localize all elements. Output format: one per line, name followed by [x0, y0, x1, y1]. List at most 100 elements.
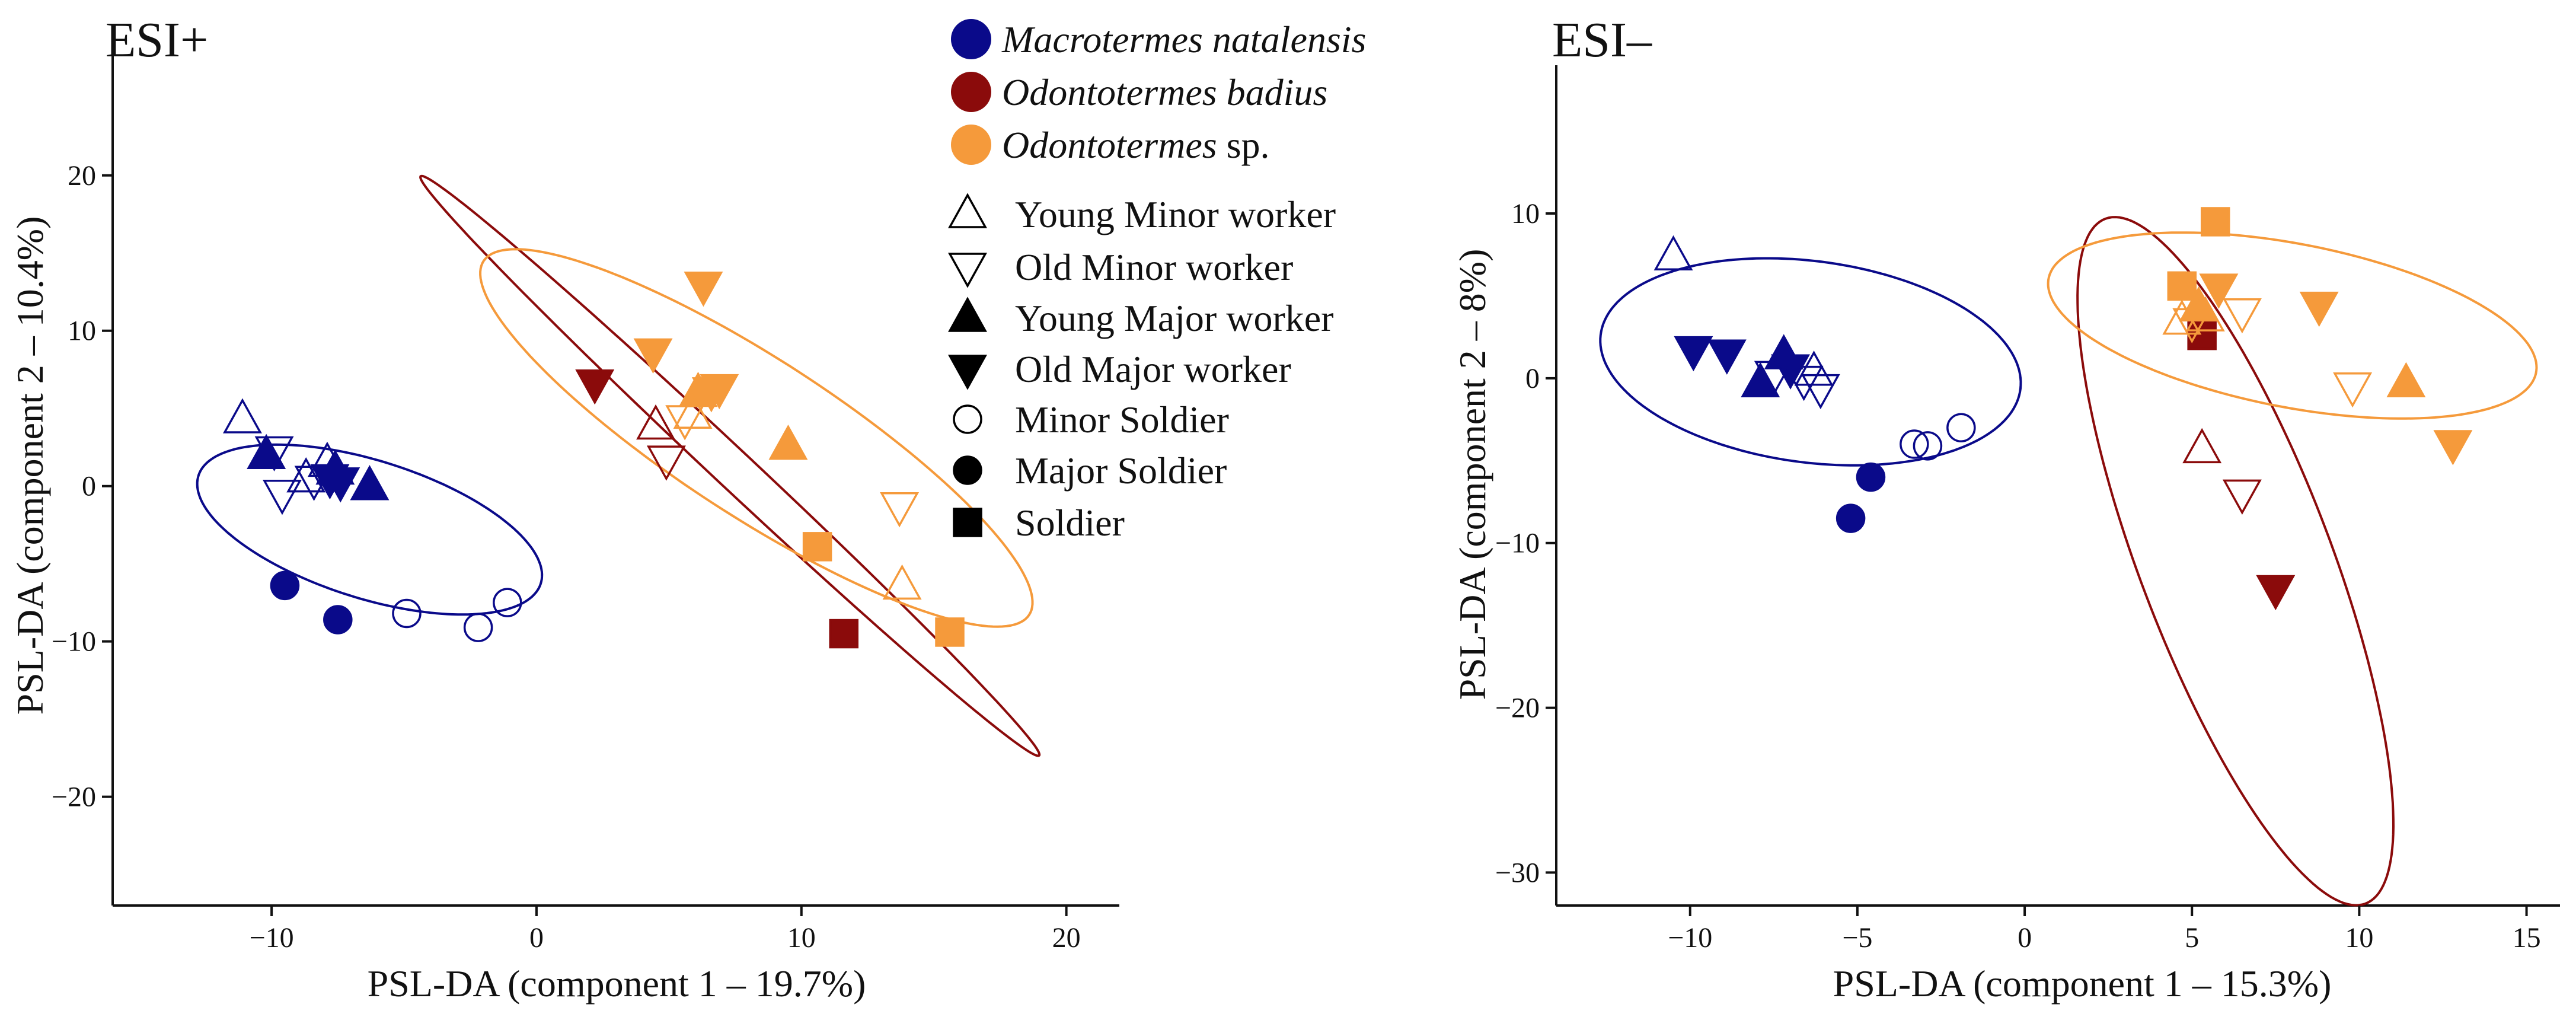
legend-caste-2: Young Major worker: [948, 297, 1333, 339]
legend-caste-3: Old Major worker: [948, 348, 1291, 390]
esi-plus-point-mn-minor-soldier: [493, 588, 522, 617]
esi-minus-point-mn-minor-soldier: [1900, 429, 1929, 459]
esi-minus-y-axis-label: PSL-DA (component 2 – 8%): [1451, 249, 1493, 700]
esi-minus-ellipse-osp: [2047, 231, 2538, 420]
esi-plus-y-tick-label: 0: [82, 471, 96, 502]
legend-marker-young-major: [948, 297, 987, 332]
esi-plus-point-ob-old-major: [575, 369, 615, 405]
esi-minus-point-osp-young-minor: [2185, 296, 2225, 331]
esi-plus-point-mn-old-minor: [263, 480, 302, 515]
esi-plus-ellipse-mn: [196, 443, 544, 616]
esi-minus-ticks: −10 −5 0 5 10 15 −30 −20 −10 0 10: [1495, 198, 2541, 954]
legend-caste-3-marker: [948, 355, 987, 390]
esi-minus-point-mn-minor-soldier: [1946, 413, 1976, 443]
esi-minus-point-osp-young-major: [2386, 362, 2426, 397]
legend-caste-6-label: Soldier: [1015, 502, 1125, 544]
legend-caste-1-label: Old Minor worker: [1015, 246, 1293, 288]
legend-marker-major-soldier: [953, 455, 982, 485]
esi-minus-ellipse-mn: [1599, 257, 2022, 467]
esi-plus-point-mn-young-major: [350, 465, 390, 500]
legend-caste-5-marker: [953, 455, 982, 485]
esi-minus-point-mn-old-major: [1674, 336, 1713, 372]
legend-species-2-label: Odontotermes: [1002, 124, 1217, 166]
legend-caste-1: Old Minor worker: [948, 246, 1293, 288]
esi-minus-point-osp-old-minor: [2333, 372, 2373, 408]
esi-plus-x-axis-label: PSL-DA (component 1 – 19.7%): [368, 962, 866, 1005]
esi-minus-points: [1654, 207, 2473, 611]
legend-species-2-suffix: sp.: [1217, 124, 1270, 166]
legend-species-0: Macrotermes natalensis: [951, 18, 1366, 60]
esi-minus-point-ob-soldier: [2187, 320, 2217, 350]
legend-caste-5-label: Major Soldier: [1015, 449, 1227, 492]
legend-species-2-marker: [951, 125, 991, 165]
esi-plus-ellipses: [196, 174, 1041, 757]
esi-plus-point-osp-old-major: [700, 374, 739, 410]
legend-caste-6: Soldier: [953, 502, 1125, 544]
esi-minus-panel: ESI– −10 −5 0 5 10 15 −30 −20 −10 0 10 PSL-DA (com…: [1451, 12, 2560, 1005]
esi-plus-point-osp-old-minor: [665, 405, 705, 441]
esi-minus-point-ob-young-minor: [2182, 428, 2222, 464]
esi-plus-point-osp-old-major: [633, 338, 673, 374]
esi-plus-y-tick-label: 20: [68, 160, 96, 192]
legend-marker-young-minor: [948, 193, 987, 228]
legend-species-0-marker: [951, 19, 991, 59]
esi-plus-point-ob-old-minor: [646, 445, 686, 481]
esi-minus-point-ob-old-major: [2256, 575, 2296, 611]
esi-plus-point-mn-minor-soldier: [463, 613, 493, 642]
esi-minus-point-osp-young-major: [2179, 286, 2219, 322]
legend-species-2: Odontotermes sp.: [951, 124, 1270, 166]
esi-plus-point-ob-young-minor: [636, 404, 676, 440]
esi-minus-title: ESI–: [1552, 12, 1652, 68]
esi-plus-point-mn-major-soldier: [323, 605, 353, 635]
svg-text:Macrotermes natalensis: Macrotermes natalensis: [1001, 18, 1366, 60]
legend-caste-2-marker: [948, 297, 987, 332]
svg-text:Odontotermes badius: Odontotermes badius: [1002, 71, 1327, 113]
legend-caste-1-marker: [948, 253, 987, 288]
legend-species-1-label: Odontotermes badius: [1002, 71, 1327, 113]
esi-plus-panel: ESI+ −10 0 10 20 −20 −10 0 10 20 PSL-DA (compone…: [9, 12, 1119, 1005]
esi-plus-point-osp-old-major: [684, 272, 723, 307]
esi-plus-point-osp-young-minor: [882, 564, 922, 600]
legend-caste-4-marker: [953, 404, 982, 434]
esi-minus-x-tick-label: −5: [1842, 922, 1872, 954]
esi-plus-point-osp-old-minor: [880, 492, 920, 528]
esi-minus-point-osp-old-major: [2433, 430, 2473, 466]
esi-minus-point-mn-old-major: [1707, 339, 1747, 375]
legend-species-1: Odontotermes badius: [951, 71, 1327, 113]
esi-plus-point-osp-soldier: [802, 532, 832, 562]
esi-plus-y-tick-label: −10: [52, 626, 96, 658]
esi-minus-point-mn-old-minor: [1801, 374, 1840, 410]
esi-plus-x-tick-label: 0: [529, 922, 544, 954]
legend-caste-0-label: Young Minor worker: [1015, 193, 1336, 235]
esi-minus-point-osp-old-major: [2299, 291, 2339, 327]
esi-plus-x-tick-label: 10: [787, 922, 816, 954]
esi-minus-point-mn-young-minor: [1794, 350, 1834, 386]
esi-plus-point-mn-old-minor: [254, 436, 294, 472]
esi-minus-point-mn-old-major: [1771, 354, 1811, 390]
esi-plus-ellipse-osp: [479, 248, 1034, 628]
esi-minus-x-axis-label: PSL-DA (component 1 – 15.3%): [1833, 962, 2332, 1005]
legend: Macrotermes natalensis Odontotermes badi…: [948, 18, 1366, 544]
esi-minus-point-mn-major-soldier: [1856, 462, 1886, 492]
esi-plus-point-mn-young-major: [247, 433, 286, 470]
esi-plus-x-tick-label: 20: [1052, 922, 1081, 954]
esi-minus-point-osp-soldier: [2200, 207, 2230, 237]
esi-minus-point-osp-old-major: [2199, 273, 2239, 309]
esi-plus-point-mn-minor-soldier: [392, 598, 422, 629]
legend-caste-3-label: Old Major worker: [1015, 348, 1291, 390]
esi-plus-y-axis-label: PSL-DA (component 2 – 10.4%): [9, 216, 51, 715]
esi-minus-point-osp-soldier: [2167, 271, 2197, 301]
legend-caste-2-label: Young Major worker: [1015, 297, 1333, 339]
esi-plus-point-osp-soldier: [935, 617, 965, 647]
legend-marker-minor-soldier: [953, 404, 982, 434]
esi-minus-x-tick-label: 10: [2345, 922, 2373, 954]
legend-caste-5: Major Soldier: [953, 449, 1227, 492]
esi-minus-point-mn-minor-soldier: [1913, 431, 1943, 461]
esi-minus-point-mn-young-major: [1741, 362, 1780, 397]
legend-species-0-label: Macrotermes natalensis: [1001, 18, 1366, 60]
esi-minus-point-osp-old-minor: [2222, 298, 2262, 334]
esi-plus-title: ESI+: [106, 12, 208, 68]
legend-marker-old-major: [948, 355, 987, 390]
esi-minus-x-tick-label: −10: [1668, 922, 1712, 954]
